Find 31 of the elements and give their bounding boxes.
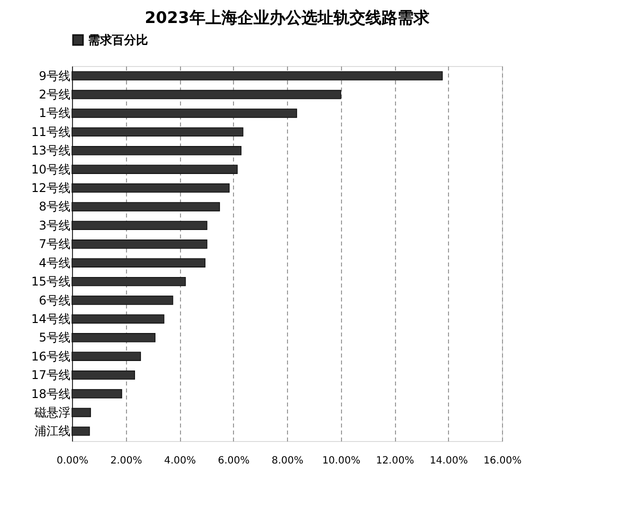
x-tick-label: 6.00% [218, 456, 250, 466]
y-tick-label: 17号线 [31, 368, 70, 382]
y-tick-label: 1号线 [38, 106, 70, 120]
x-tick-label: 12.00% [376, 456, 414, 466]
y-tick-label: 2号线 [38, 88, 70, 102]
chart-title: 2023年上海企业办公选址轨交线路需求 [144, 8, 430, 27]
y-tick-label: 5号线 [38, 330, 70, 345]
x-tick-label: 16.00% [483, 456, 522, 466]
y-tick-label: 12号线 [31, 181, 70, 196]
y-tick-label: 14号线 [31, 312, 70, 326]
x-tick-label: 8.00% [272, 456, 304, 466]
x-tick-label: 4.00% [164, 456, 196, 466]
y-tick-label: 6号线 [38, 293, 70, 308]
y-tick-label: 11号线 [31, 124, 70, 139]
y-tick-label: 磁悬浮 [34, 405, 70, 420]
x-tick-label: 2.00% [110, 456, 142, 466]
legend-label: 需求百分比 [88, 33, 148, 47]
y-tick-label: 8号线 [38, 200, 70, 214]
x-tick-label: 0.00% [56, 456, 88, 466]
y-tick-label: 15号线 [31, 274, 70, 289]
x-tick-label: 14.00% [430, 456, 468, 466]
y-tick-label: 16号线 [31, 349, 70, 364]
y-tick-label: 7号线 [38, 237, 70, 252]
y-tick-label: 3号线 [38, 218, 70, 232]
y-tick-label: 10号线 [31, 162, 70, 176]
y-tick-label: 18号线 [31, 386, 70, 401]
y-tick-label: 浦江线 [34, 424, 70, 438]
x-tick-label: 10.00% [322, 456, 360, 466]
y-tick-label: 9号线 [38, 68, 70, 83]
y-tick-label: 4号线 [38, 256, 70, 270]
y-tick-label: 13号线 [31, 144, 70, 158]
